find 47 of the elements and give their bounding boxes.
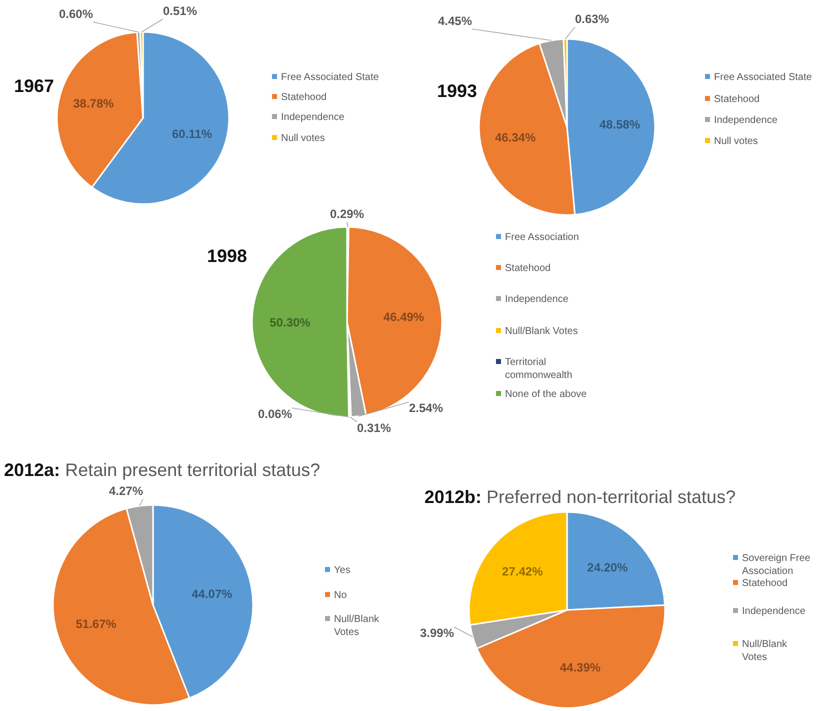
legend-label: Yes xyxy=(334,565,350,576)
legend-label: No xyxy=(334,590,348,601)
data-label: 27.42% xyxy=(502,564,544,579)
legend-label: Null/Blank Votes xyxy=(742,639,788,663)
data-label: 2.54% xyxy=(409,401,444,415)
legend-label: Statehood xyxy=(505,263,551,274)
legend-label: Statehood xyxy=(281,92,327,103)
legend-label: Sovereign Free Association xyxy=(742,553,811,577)
legend-label: Null votes xyxy=(281,133,325,144)
data-label: 44.39% xyxy=(560,660,601,674)
data-label: 48.58% xyxy=(599,118,640,132)
data-label: 44.07% xyxy=(192,586,233,601)
data-label: 50.30% xyxy=(270,316,311,330)
legend-label: Null/Blank Votes xyxy=(505,326,578,337)
data-label: 0.06% xyxy=(258,407,292,421)
legend-label: Independence xyxy=(281,112,345,123)
legend-label: None of the above xyxy=(505,389,588,400)
data-label: 0.63% xyxy=(575,12,610,26)
legend-label: Free Association xyxy=(505,232,579,243)
legend-label: Statehood xyxy=(714,94,760,105)
data-label: 0.29% xyxy=(330,207,364,221)
legend-label: Free Associated State xyxy=(714,72,812,83)
legend-label: Independence xyxy=(742,606,806,617)
legend-label: Null votes xyxy=(714,136,758,147)
data-label: 46.49% xyxy=(383,310,424,324)
data-label: 24.20% xyxy=(587,560,628,574)
text: 1967 xyxy=(14,76,54,96)
data-label: 60.11% xyxy=(172,127,212,142)
legend-label: Null/Blank Votes xyxy=(334,614,380,638)
legend-label: Territorial commonwealth xyxy=(505,357,572,381)
chart-title: 2012a: Retain present territorial status? xyxy=(4,460,320,480)
data-label: 38.78% xyxy=(73,96,114,111)
data-label: 0.31% xyxy=(357,421,392,435)
text: 1998 xyxy=(207,246,248,266)
data-label: 0.60% xyxy=(58,7,94,21)
data-label: 0.51% xyxy=(163,4,198,18)
data-label: 51.67% xyxy=(76,616,117,631)
chart-title: 2012b: Preferred non-territorial status? xyxy=(424,487,736,507)
data-label: 46.34% xyxy=(494,130,536,145)
data-label: 4.45% xyxy=(438,14,472,28)
data-label: 4.27% xyxy=(108,484,144,498)
legend-label: Independence xyxy=(505,294,569,305)
text: 1993 xyxy=(437,81,478,101)
legend-label: Independence xyxy=(714,115,778,126)
legend-label: Free Associated State xyxy=(281,72,380,83)
data-label: 3.99% xyxy=(420,626,454,640)
legend-label: Statehood xyxy=(742,578,788,589)
